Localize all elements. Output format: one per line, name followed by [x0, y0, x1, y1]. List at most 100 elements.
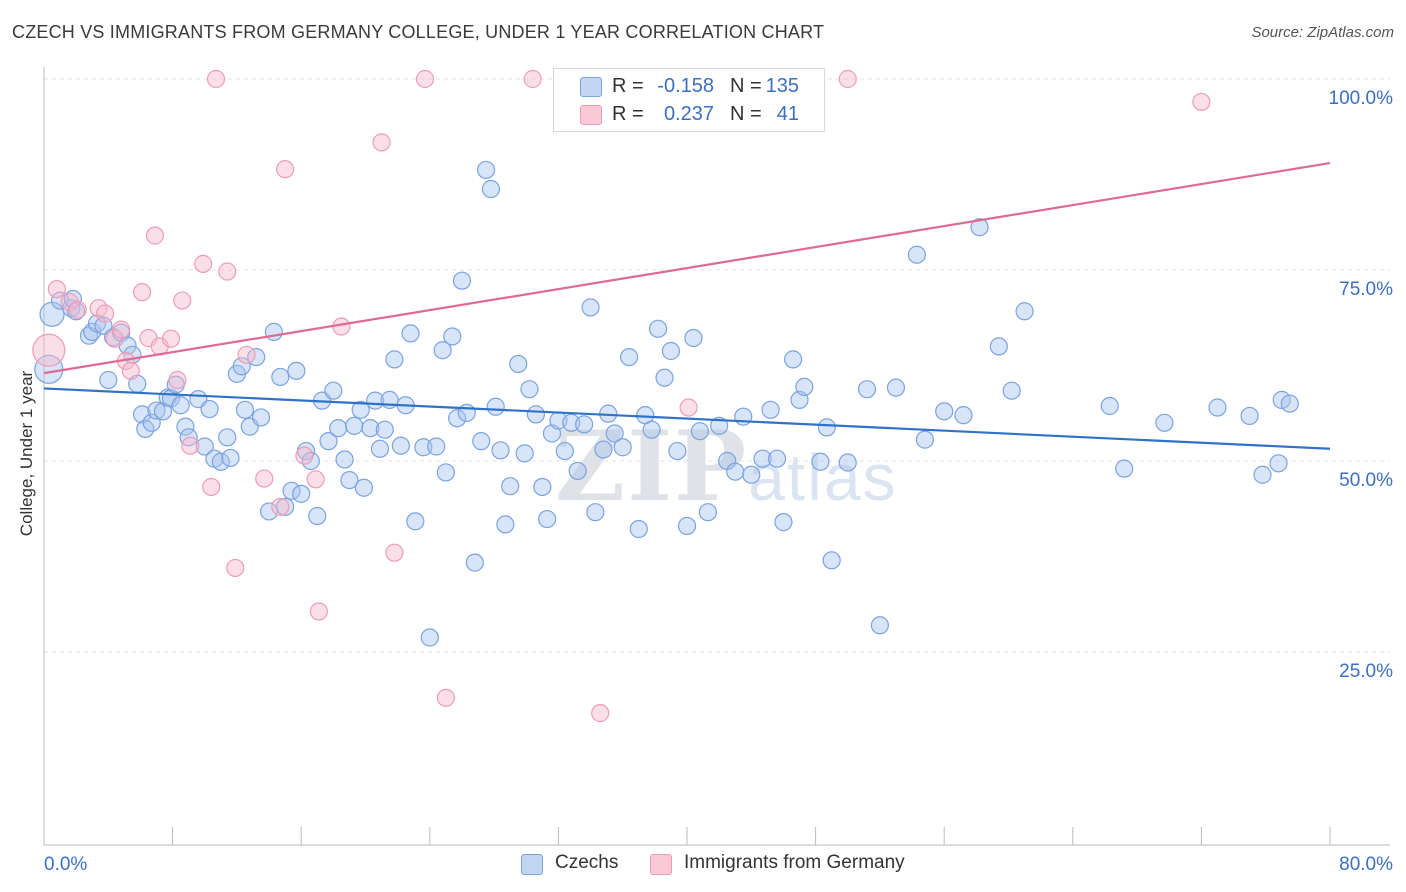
point-germany-40 — [1192, 92, 1211, 112]
point-czech-69 — [414, 438, 433, 457]
y-tick-label-25: 25.0% — [1339, 661, 1393, 682]
point-czech-61 — [370, 439, 390, 458]
legend-germany-n-value: 41 — [776, 103, 799, 125]
point-czech-85 — [501, 477, 520, 496]
legend-swatch-germany — [580, 105, 602, 125]
point-czech-127 — [795, 377, 814, 396]
point-germany-10 — [132, 283, 152, 302]
point-czech-147 — [1240, 406, 1259, 426]
point-czech-29 — [200, 399, 219, 419]
point-czech-133 — [870, 616, 890, 635]
x-tick-label-max: 80.0% — [1339, 854, 1393, 875]
point-czech-19 — [147, 401, 166, 420]
point-germany-9 — [121, 361, 140, 380]
point-czech-129 — [817, 418, 836, 437]
point-czech-43 — [276, 497, 295, 516]
point-czech-76 — [452, 271, 472, 290]
trendline-germany — [43, 161, 1331, 375]
point-czech-145 — [1155, 413, 1174, 432]
point-czech-35 — [232, 357, 251, 376]
point-czech-10 — [99, 370, 118, 390]
watermark: ZIPatlas — [555, 410, 898, 523]
point-germany-34 — [436, 688, 455, 707]
point-czech-65 — [391, 436, 410, 455]
point-czech-20 — [153, 402, 173, 421]
correlation-legend: R = -0.158 N = 135 R = 0.237 N = 41 — [553, 68, 825, 132]
point-czech-71 — [427, 437, 446, 456]
point-czech-103 — [613, 438, 632, 457]
point-czech-39 — [251, 408, 271, 427]
point-czech-52 — [324, 381, 343, 400]
point-czech-84 — [496, 515, 515, 534]
point-czech-107 — [642, 420, 661, 439]
point-czech-143 — [1100, 396, 1119, 416]
x-tick-label-min: 0.0% — [44, 854, 87, 875]
point-germany-32 — [385, 543, 404, 562]
point-czech-56 — [345, 416, 364, 435]
point-czech-113 — [684, 328, 703, 348]
point-germany-31 — [372, 133, 391, 152]
point-czech-67 — [401, 324, 420, 343]
point-germany-12 — [145, 226, 165, 245]
legend-germany-n-label: N = — [730, 103, 762, 125]
point-czech-53 — [329, 419, 348, 438]
point-czech-125 — [783, 350, 803, 369]
point-czech-141 — [1002, 381, 1021, 400]
series-legend-czech-label: Czechs — [555, 852, 619, 873]
point-czech-41 — [264, 322, 283, 341]
point-czech-104 — [620, 347, 639, 367]
point-czech-123 — [767, 449, 787, 468]
point-germany-7 — [112, 320, 131, 339]
point-germany-17 — [181, 436, 200, 455]
point-czech-100 — [594, 440, 613, 459]
point-czech-55 — [340, 471, 359, 490]
point-czech-70 — [420, 628, 439, 647]
point-germany-24 — [255, 469, 274, 488]
point-czech-120 — [742, 465, 761, 484]
point-germany-16 — [173, 291, 192, 310]
point-czech-146 — [1208, 398, 1227, 417]
point-czech-75 — [448, 409, 467, 428]
point-czech-140 — [989, 337, 1008, 356]
point-czech-121 — [753, 449, 772, 468]
point-czech-54 — [335, 450, 354, 469]
y-axis-label: College, Under 1 year — [17, 370, 36, 536]
point-czech-7 — [83, 322, 102, 341]
point-czech-148 — [1253, 465, 1272, 484]
point-germany-20 — [206, 69, 226, 89]
watermark-atlas: atlas — [748, 440, 898, 514]
legend-row-czech: R = -0.158 N = 135 — [554, 72, 824, 100]
y-tick-label-100: 100.0% — [1329, 88, 1394, 109]
point-germany-14 — [161, 329, 181, 348]
legend-czech-n-label: N = — [730, 75, 762, 97]
point-czech-64 — [385, 350, 404, 369]
point-czech-88 — [520, 380, 539, 399]
point-germany-37 — [679, 398, 698, 417]
legend-czech-n-value: 135 — [765, 75, 799, 97]
point-czech-78 — [465, 553, 484, 572]
point-germany-29 — [309, 602, 328, 621]
point-czech-81 — [481, 179, 500, 199]
point-germany-1 — [47, 280, 66, 299]
point-czech-96 — [568, 461, 587, 481]
point-czech-3 — [62, 299, 81, 318]
point-czech-24 — [171, 396, 190, 415]
point-czech-116 — [710, 416, 729, 435]
chart-title: CZECH VS IMMIGRANTS FROM GERMANY COLLEGE… — [12, 22, 825, 42]
point-germany-6 — [105, 329, 124, 348]
point-germany-27 — [295, 446, 314, 465]
point-germany-5 — [95, 304, 115, 323]
point-czech-91 — [538, 509, 557, 529]
point-czech-142 — [1015, 302, 1034, 321]
point-czech-108 — [648, 319, 668, 338]
point-czech-134 — [886, 378, 906, 397]
point-czech-28 — [195, 437, 214, 456]
point-germany-15 — [168, 370, 187, 390]
legend-swatch-czech — [580, 77, 602, 97]
point-czech-137 — [935, 402, 954, 421]
point-czech-58 — [354, 478, 373, 497]
point-germany-0 — [32, 333, 66, 367]
point-germany-25 — [271, 497, 290, 516]
trendline-czech — [43, 387, 1331, 450]
